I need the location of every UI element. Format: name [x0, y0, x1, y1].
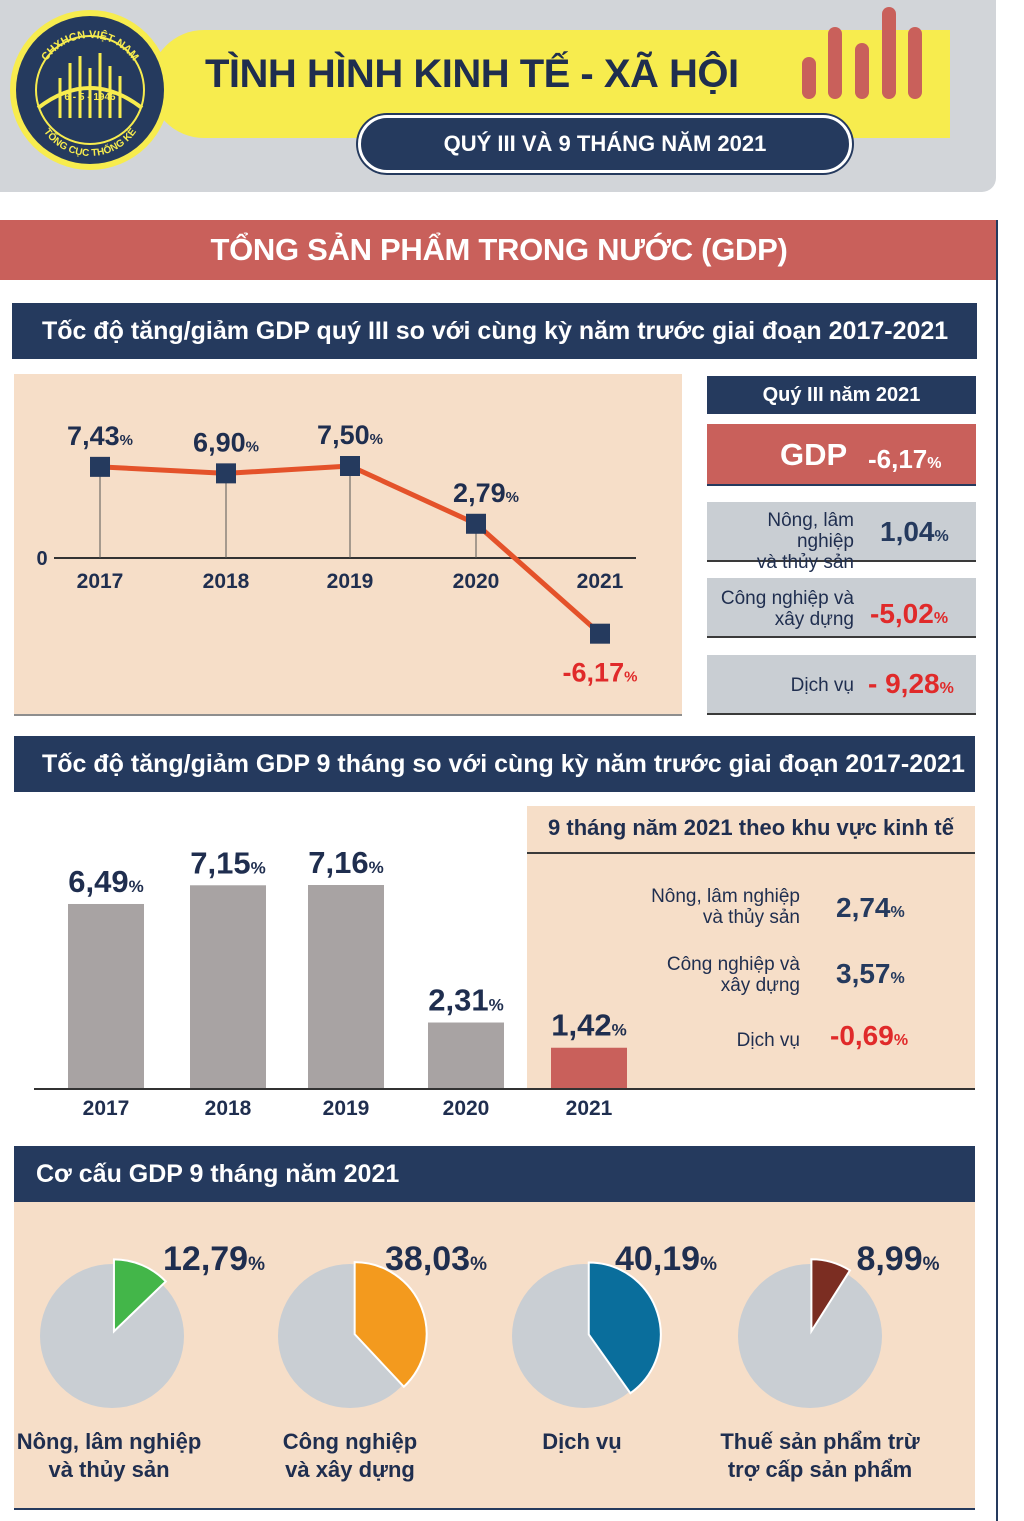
pie-value-label-3: 8,99%	[856, 1240, 939, 1278]
bar-chart-icon	[800, 5, 925, 100]
q3-value-label-2020: 2,79%	[453, 478, 519, 508]
q3-point-2019	[340, 456, 360, 476]
q3-chart-title: Tốc độ tăng/giảm GDP quý III so với cùng…	[12, 303, 977, 359]
q3-value-label-2021: -6,17%	[563, 658, 638, 688]
m9-year-label-2018: 2018	[205, 1097, 252, 1120]
q3-gdp-value: -6,17%	[868, 444, 942, 475]
q3-summary-title: Quý III năm 2021	[707, 376, 976, 414]
q3-sector-services-value: - 9,28%	[868, 668, 954, 700]
m9-bar-2021	[551, 1048, 627, 1088]
q3-year-label-2021: 2021	[577, 570, 624, 593]
pie-value-label-1: 38,03%	[385, 1240, 487, 1278]
pie-label-services: Dịch vụ	[487, 1428, 677, 1456]
q3-point-2017	[90, 457, 110, 477]
m9-bar-2017	[68, 904, 144, 1088]
pie-value-label-2: 40,19%	[615, 1240, 717, 1278]
q3-zero-label: 0	[36, 548, 47, 570]
pie-background-3	[738, 1264, 882, 1408]
m9-bar-2019	[308, 885, 384, 1088]
q3-line-chart: 0 7,43% 2017 6,90% 2018 7,50% 2019 2,79% 2020 -6,…	[14, 374, 682, 716]
gso-logo: CHXHCN VIỆT NAM 6 - 5 - 1946 TỔNG CỤC TH…	[8, 8, 172, 172]
m9-year-label-2020: 2020	[443, 1097, 490, 1120]
q3-year-label-2020: 2020	[453, 570, 500, 593]
page-subtitle: QUÝ III VÀ 9 THÁNG NĂM 2021	[358, 115, 852, 173]
section-banner: TỔNG SẢN PHẨM TRONG NƯỚC (GDP)	[0, 220, 998, 280]
m9-year-label-2019: 2019	[323, 1097, 370, 1120]
pie-label-industry: Công nghiệp và xây dựng	[255, 1428, 445, 1484]
m9-year-label-2017: 2017	[83, 1097, 130, 1120]
q3-point-2021	[590, 624, 610, 644]
m9-chart-title: Tốc độ tăng/giảm GDP 9 tháng so với cùng…	[14, 736, 975, 792]
m9-value-label-2018: 7,15%	[190, 845, 265, 880]
structure-title: Cơ cấu GDP 9 tháng năm 2021	[14, 1146, 975, 1202]
q3-value-label-2018: 6,90%	[193, 427, 259, 457]
m9-bar-2020	[428, 1023, 504, 1088]
q3-sector-industry-label: Công nghiệp và xây dựng	[712, 588, 854, 630]
pie-label-taxes: Thuế sản phẩm trừ trợ cấp sản phẩm	[710, 1428, 930, 1484]
m9-year-label-2021: 2021	[566, 1097, 613, 1120]
q3-year-label-2017: 2017	[77, 570, 124, 593]
page-title: TÌNH HÌNH KINH TẾ - XÃ HỘI	[205, 52, 775, 97]
m9-value-label-2017: 6,49%	[68, 864, 143, 899]
logo-date: 6 - 5 - 1946	[64, 92, 116, 103]
q3-gdp-label: GDP	[780, 437, 847, 473]
q3-year-label-2018: 2018	[203, 570, 250, 593]
m9-value-label-2019: 7,16%	[308, 845, 383, 880]
q3-value-label-2019: 7,50%	[317, 420, 383, 450]
q3-point-2018	[216, 463, 236, 483]
q3-sector-industry-value: -5,02%	[870, 598, 948, 630]
m9-bar-2018	[190, 885, 266, 1088]
pie-value-label-0: 12,79%	[163, 1240, 265, 1278]
q3-point-2020	[466, 514, 486, 534]
q3-value-label-2017: 7,43%	[67, 421, 133, 451]
q3-year-label-2019: 2019	[327, 570, 374, 593]
q3-sector-agri-value: 1,04%	[880, 516, 949, 548]
q3-sector-agri-label: Nông, lâm nghiệp và thủy sản	[712, 510, 854, 573]
m9-value-label-2021: 1,42%	[551, 1008, 626, 1043]
m9-bar-chart: 6,49% 2017 7,15% 2018 7,16% 2019 2,31% 2020 1,42…	[14, 800, 975, 1130]
pie-label-agri: Nông, lâm nghiệp và thủy sản	[14, 1428, 204, 1484]
m9-value-label-2020: 2,31%	[428, 983, 503, 1018]
page-right-border	[996, 220, 998, 1521]
q3-sector-services-label: Dịch vụ	[712, 675, 854, 696]
